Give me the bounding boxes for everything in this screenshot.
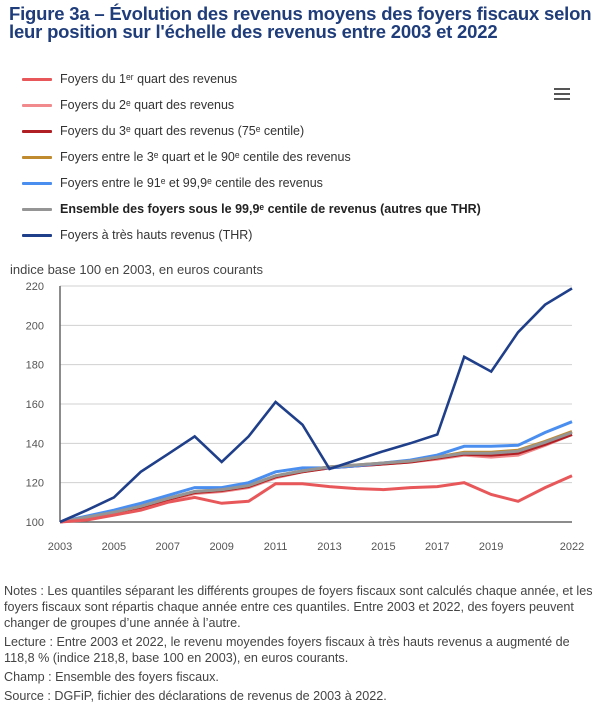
notes-text: Notes : Les quantiles séparant les diffé… bbox=[4, 584, 593, 630]
legend-item-p91-p999[interactable]: Foyers entre le 91ᵉ et 99,9ᵉ centile des… bbox=[22, 170, 481, 196]
notes-section: Notes : Les quantiles séparant les diffé… bbox=[4, 583, 598, 707]
legend-label: Foyers du 1ᵉʳ quart des revenus bbox=[60, 72, 238, 86]
legend-swatch bbox=[22, 129, 52, 133]
source-text: Source : DGFiP, fichier des déclarations… bbox=[4, 689, 387, 703]
y-tick-label: 100 bbox=[26, 517, 44, 529]
legend-label: Ensemble des foyers sous le 99,9ᵉ centil… bbox=[60, 202, 481, 216]
legend-swatch bbox=[22, 233, 52, 237]
x-tick-label: 2007 bbox=[156, 541, 180, 553]
legend-item-q3-p90[interactable]: Foyers entre le 3ᵉ quart et le 90ᵉ centi… bbox=[22, 144, 481, 170]
chart-legend: Foyers du 1ᵉʳ quart des revenus Foyers d… bbox=[22, 66, 481, 248]
y-tick-label: 180 bbox=[26, 360, 44, 372]
axes bbox=[59, 286, 572, 523]
y-axis-ticks: 100 120 140 160 180 200 220 bbox=[26, 281, 44, 529]
series-line bbox=[59, 287, 573, 524]
legend-swatch bbox=[22, 77, 52, 81]
x-tick-label: 2022 bbox=[560, 541, 584, 553]
x-tick-label: 2013 bbox=[317, 541, 341, 553]
x-tick-label: 2005 bbox=[102, 541, 126, 553]
y-tick-label: 160 bbox=[26, 399, 44, 411]
legend-label: Foyers entre le 91ᵉ et 99,9ᵉ centile des… bbox=[60, 176, 323, 190]
legend-item-q2[interactable]: Foyers du 2ᵉ quart des revenus bbox=[22, 92, 481, 118]
series-line bbox=[59, 474, 573, 524]
y-tick-label: 200 bbox=[26, 320, 44, 332]
scope-text: Champ : Ensemble des foyers fiscaux. bbox=[4, 670, 219, 684]
x-tick-label: 2011 bbox=[264, 541, 288, 553]
x-tick-label: 2017 bbox=[425, 541, 449, 553]
legend-label: Foyers à très hauts revenus (THR) bbox=[60, 228, 253, 242]
series-lines bbox=[59, 287, 573, 524]
grid-lines bbox=[60, 285, 572, 484]
legend-label: Foyers entre le 3ᵉ quart et le 90ᵉ centi… bbox=[60, 150, 351, 164]
legend-label: Foyers du 2ᵉ quart des revenus bbox=[60, 98, 235, 112]
x-axis-ticks: 2003 2005 2007 2009 2011 2013 2015 2017 2019 2022 bbox=[48, 541, 584, 553]
x-tick-label: 2015 bbox=[371, 541, 395, 553]
x-tick-label: 2009 bbox=[209, 541, 233, 553]
legend-label: Foyers du 3ᵉ quart des revenus (75ᵉ cent… bbox=[60, 124, 305, 138]
figure-title: Figure 3a – Évolution des revenus moyens… bbox=[9, 3, 592, 42]
legend-swatch bbox=[22, 181, 52, 185]
y-tick-label: 140 bbox=[26, 438, 44, 450]
y-tick-label: 120 bbox=[26, 478, 44, 490]
y-axis-unit-label: indice base 100 en 2003, en euros couran… bbox=[10, 262, 263, 277]
legend-item-q3[interactable]: Foyers du 3ᵉ quart des revenus (75ᵉ cent… bbox=[22, 118, 481, 144]
series-line bbox=[59, 431, 573, 524]
legend-item-q1[interactable]: Foyers du 1ᵉʳ quart des revenus bbox=[22, 66, 481, 92]
legend-swatch bbox=[22, 207, 52, 211]
legend-item-thr[interactable]: Foyers à très hauts revenus (THR) bbox=[22, 222, 481, 248]
y-tick-label: 220 bbox=[26, 281, 44, 293]
reading-text: Lecture : Entre 2003 et 2022, le revenu … bbox=[4, 635, 570, 665]
legend-swatch bbox=[22, 103, 52, 107]
legend-swatch bbox=[22, 155, 52, 159]
x-tick-label: 2019 bbox=[479, 541, 503, 553]
hamburger-menu-icon[interactable] bbox=[552, 88, 572, 104]
legend-item-ensemble[interactable]: Ensemble des foyers sous le 99,9ᵉ centil… bbox=[22, 196, 481, 222]
x-tick-label: 2003 bbox=[48, 541, 72, 553]
